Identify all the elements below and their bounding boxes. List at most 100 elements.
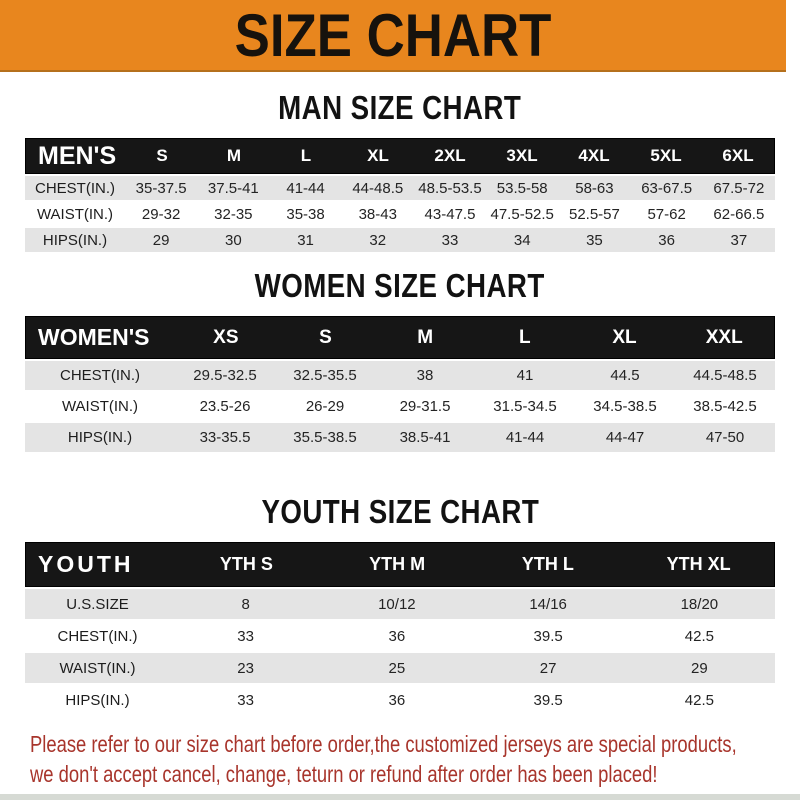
cell-value: 41	[516, 367, 534, 384]
cell-value: 57-62	[647, 205, 686, 223]
cell-value: 44-48.5	[352, 179, 404, 197]
column-header: 5XL	[650, 146, 682, 165]
cell-value: 33	[441, 231, 459, 249]
table-row: CHEST(IN.) 35-37.5 37.5-41 41-44 44-48.5 48.5…	[25, 176, 775, 200]
cell-value: 26-29	[305, 398, 345, 415]
table-group-label: YOUTH	[38, 551, 134, 577]
table-row: HIPS(IN.) 33-35.5 35.5-38.5 38.5-41 41-44 44-…	[25, 423, 775, 452]
table-header-row: MEN'S S M L XL 2XL 3XL 4XL 5XL 6XL	[25, 138, 775, 174]
column-header: L	[519, 326, 531, 348]
table-group-label: MEN'S	[38, 141, 117, 170]
table-row: HIPS(IN.) 33 36 39.5 42.5	[25, 685, 775, 715]
table-row: WAIST(IN.) 23.5-26 26-29 29-31.5 31.5-34.5 34…	[25, 392, 775, 421]
column-header: XS	[213, 326, 239, 348]
row-label: CHEST(IN.)	[35, 179, 115, 197]
cell-value: 32	[369, 231, 387, 249]
cell-value: 39.5	[533, 691, 563, 709]
column-header: S	[319, 326, 332, 348]
column-header: XL	[612, 326, 637, 348]
table-row: WAIST(IN.) 23 25 27 29	[25, 653, 775, 683]
column-header: XL	[367, 146, 389, 165]
cell-value: 8	[241, 595, 250, 613]
cell-value: 44-47	[605, 429, 645, 446]
cell-value: 62-66.5	[713, 205, 765, 223]
cell-value: 38.5-42.5	[693, 398, 757, 415]
cell-value: 29-31.5	[399, 398, 451, 415]
youth-section-title: YOUTH SIZE CHART	[0, 494, 800, 530]
cell-value: 37.5-41	[207, 179, 259, 197]
row-label: WAIST(IN.)	[61, 398, 139, 415]
cell-value: 35-37.5	[135, 179, 187, 197]
cell-value: 18/20	[680, 595, 719, 613]
cell-value: 25	[388, 659, 406, 677]
youth-section: YOUTH SIZE CHART YOUTH YTH S YTH M YTH L YTH…	[0, 494, 800, 715]
cell-value: 27	[539, 659, 557, 677]
cell-value: 35.5-38.5	[293, 429, 357, 446]
cell-value: 30	[224, 231, 242, 249]
table-group-label: WOMEN'S	[38, 324, 150, 350]
cell-value: 31	[297, 231, 314, 249]
cell-value: 67.5-72	[713, 179, 765, 197]
cell-value: 32-35	[214, 205, 253, 223]
cell-value: 14/16	[529, 595, 567, 613]
column-header: L	[300, 146, 312, 165]
row-label: CHEST(IN.)	[57, 627, 138, 645]
table-row: HIPS(IN.) 29 30 31 32 33 34 35 36 37	[25, 228, 775, 252]
cell-value: 42.5	[684, 627, 714, 645]
men-section-title: MAN SIZE CHART	[0, 90, 800, 126]
column-header: S	[156, 146, 168, 165]
men-section-title-text: MAN SIZE CHART	[278, 89, 522, 126]
column-header: 3XL	[506, 146, 538, 165]
table-header-row: WOMEN'S XS S M L XL XXL	[25, 316, 775, 359]
cell-value: 23.5-26	[199, 398, 251, 415]
cell-value: 23	[237, 659, 254, 677]
table-header-row: YOUTH YTH S YTH M YTH L YTH XL	[25, 542, 775, 587]
column-header: 4XL	[578, 146, 610, 165]
disclaimer-line-2: we don't accept cancel, change, teturn o…	[30, 761, 658, 787]
cell-value: 44.5	[610, 367, 640, 384]
table-row: CHEST(IN.) 29.5-32.5 32.5-35.5 38 41 44.5 44.5…	[25, 361, 775, 390]
cell-value: 42.5	[684, 691, 714, 709]
banner: SIZE CHART	[0, 0, 786, 72]
cell-value: 38	[416, 367, 434, 384]
column-header: YTH L	[521, 554, 574, 574]
banner-title: SIZE CHART	[234, 1, 552, 69]
row-label: U.S.SIZE	[66, 595, 129, 613]
row-label: HIPS(IN.)	[65, 691, 130, 709]
cell-value: 48.5-53.5	[418, 179, 482, 197]
cell-value: 47.5-52.5	[490, 205, 554, 223]
cell-value: 29-32	[141, 205, 181, 223]
cell-value: 34.5-38.5	[593, 398, 657, 415]
cell-value: 10/12	[378, 595, 416, 613]
cell-value: 52.5-57	[568, 205, 620, 223]
column-header: YTH XL	[666, 554, 731, 574]
cell-value: 33-35.5	[199, 429, 251, 446]
youth-size-table: YOUTH YTH S YTH M YTH L YTH XL U.S.SIZE 8 10/12…	[25, 542, 775, 715]
disclaimer-note: Please refer to our size chart before or…	[30, 729, 800, 789]
women-section-title: WOMEN SIZE CHART	[0, 268, 800, 304]
bottom-edge-strip	[0, 794, 800, 800]
cell-value: 34	[513, 231, 531, 249]
cell-value: 43-47.5	[424, 205, 476, 223]
column-header: M	[226, 146, 242, 165]
cell-value: 29	[152, 231, 170, 249]
cell-value: 58-63	[575, 179, 614, 197]
cell-value: 38-43	[358, 205, 397, 223]
cell-value: 36	[388, 691, 406, 709]
column-header: YTH M	[369, 554, 426, 574]
women-section: WOMEN SIZE CHART WOMEN'S XS S M L XL XXL CHEST(…	[0, 268, 800, 452]
cell-value: 29	[691, 659, 708, 677]
column-header: XXL	[705, 326, 743, 348]
cell-value: 36	[658, 231, 675, 249]
column-header: 6XL	[722, 146, 754, 165]
cell-value: 35-38	[286, 205, 325, 223]
row-label: WAIST(IN.)	[59, 659, 136, 677]
cell-value: 37	[730, 231, 748, 249]
women-size-table: WOMEN'S XS S M L XL XXL CHEST(IN.) 29.5-32.5 32.5…	[25, 316, 775, 452]
table-row: U.S.SIZE 8 10/12 14/16 18/20	[25, 589, 775, 619]
column-header: 2XL	[434, 146, 466, 165]
cell-value: 63-67.5	[641, 179, 693, 197]
cell-value: 41-44	[505, 429, 545, 446]
table-row: WAIST(IN.) 29-32 32-35 35-38 38-43 43-47.5 47.…	[25, 202, 775, 226]
